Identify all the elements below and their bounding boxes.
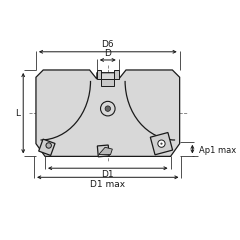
Text: D: D	[104, 49, 111, 58]
Polygon shape	[97, 70, 102, 79]
Polygon shape	[150, 132, 173, 155]
Polygon shape	[114, 70, 119, 79]
Polygon shape	[39, 139, 55, 156]
Polygon shape	[36, 70, 180, 156]
Polygon shape	[97, 145, 109, 157]
Circle shape	[158, 140, 165, 147]
Text: L: L	[16, 109, 20, 118]
Text: D1: D1	[102, 170, 114, 180]
Text: Ap1 max: Ap1 max	[199, 146, 236, 156]
Polygon shape	[99, 147, 112, 155]
Text: D6: D6	[102, 40, 114, 49]
Polygon shape	[102, 79, 114, 86]
Circle shape	[160, 143, 162, 145]
Text: D1 max: D1 max	[90, 180, 125, 189]
Circle shape	[105, 106, 111, 111]
Circle shape	[46, 143, 51, 148]
